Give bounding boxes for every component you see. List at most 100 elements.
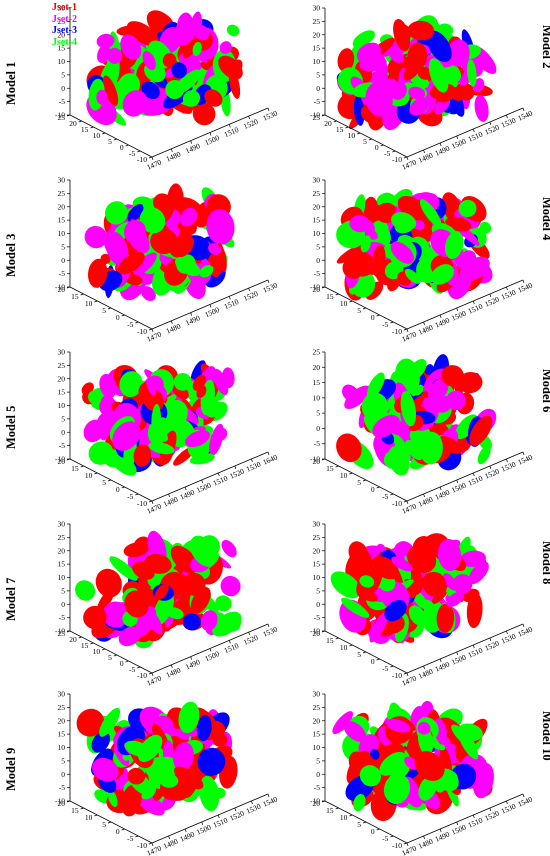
x-tick-label: 1510: [467, 816, 485, 830]
x-tick-mark: [267, 793, 270, 798]
z-tick-label: 10: [58, 743, 66, 752]
x-tick-mark: [439, 486, 442, 491]
z-tick-label: 0: [316, 84, 320, 93]
x-tick-label: 1500: [203, 133, 221, 147]
joint-disc: [173, 742, 194, 772]
joint-disc: [437, 539, 462, 571]
z-tick-label: 20: [313, 716, 321, 725]
joint-disc: [337, 48, 355, 72]
y-tick-label: 5: [102, 478, 106, 487]
x-tick-mark: [151, 328, 154, 333]
z-tick-label: 15: [313, 44, 321, 53]
y-tick-mark: [78, 636, 82, 639]
z-tick-label: 20: [313, 30, 321, 39]
z-tick-label: 15: [58, 44, 66, 53]
x-tick-mark: [168, 835, 170, 840]
x-tick-label: 1490: [184, 657, 202, 671]
y-tick-mark: [80, 465, 84, 468]
y-tick-label: 5: [108, 653, 112, 662]
joint-disc: [99, 707, 121, 737]
joint-disc: [408, 86, 426, 100]
joint-disc: [192, 102, 216, 126]
joint-disc: [174, 69, 201, 95]
x-tick-mark: [406, 156, 409, 161]
z-tick-label: -5: [59, 783, 65, 792]
plot3d: 302520151050-5-1020151050-5-101470148014…: [55, 176, 279, 344]
legend-item: Jset-4: [52, 36, 77, 48]
y-tick-mark: [121, 314, 125, 317]
z-tick-label: -5: [314, 269, 320, 278]
joint-disc: [87, 390, 101, 405]
joint-disc: [123, 219, 147, 244]
x-tick-mark: [248, 632, 250, 636]
y-tick-label: 20: [58, 799, 66, 808]
x-tick-label: 1530: [500, 632, 518, 646]
z-tick-label: 25: [313, 17, 321, 26]
joint-disc: [458, 199, 477, 218]
y-tick-label: 10: [93, 131, 101, 140]
z-tick-label: 25: [58, 703, 66, 712]
joint-disc: [385, 718, 411, 733]
z-tick-label: 30: [58, 690, 66, 699]
z-tick-label: 5: [61, 414, 65, 423]
plot3d: 302520151050-5-102520151050-5-1014701480…: [55, 4, 279, 172]
x-tick-mark: [229, 124, 231, 128]
joint-disc: [419, 431, 443, 465]
y-tick-label: 25: [58, 113, 66, 122]
y-tick-mark: [392, 150, 396, 153]
joint-disc: [100, 395, 116, 415]
z-tick-label: -10: [55, 627, 65, 636]
y-tick-label: 5: [102, 820, 106, 829]
joint-disc: [156, 428, 168, 442]
z-tick-label: 25: [58, 361, 66, 370]
joint-disc: [99, 373, 117, 398]
z-tick-label: 10: [58, 229, 66, 238]
joint-disc: [221, 367, 235, 389]
joint-disc: [365, 81, 393, 117]
z-tick-label: 5: [61, 586, 65, 595]
joint-disc: [182, 572, 206, 596]
model-label: Model 4: [540, 197, 550, 240]
joint-disc: [221, 539, 237, 558]
joint-disc: [336, 433, 362, 463]
z-tick-label: -10: [310, 455, 320, 464]
joint-disc: [358, 218, 375, 234]
y-tick-mark: [94, 300, 98, 303]
y-tick-label: 25: [58, 629, 66, 638]
x-tick-mark: [248, 288, 250, 292]
joint-disc: [467, 59, 477, 87]
joint-disc: [408, 605, 427, 626]
joint-disc: [88, 441, 114, 465]
y-tick-mark: [349, 472, 353, 475]
joint-disc: [390, 241, 414, 264]
y-tick-mark: [107, 307, 112, 310]
joint-disc: [422, 571, 447, 597]
z-tick-label: 0: [316, 256, 320, 265]
joint-cloud: [84, 183, 235, 302]
x-tick-mark: [472, 128, 475, 133]
joint-disc: [417, 721, 431, 735]
z-tick-label: 5: [316, 70, 320, 79]
joint-disc: [204, 89, 223, 107]
joint-disc: [474, 94, 489, 122]
joint-disc: [369, 610, 389, 643]
joint-disc: [451, 86, 465, 101]
y-tick-label: 0: [371, 657, 375, 666]
x-tick-mark: [423, 835, 425, 840]
y-tick-label: 15: [326, 806, 334, 815]
x-tick-mark: [406, 842, 409, 847]
x-tick-label: 1490: [184, 313, 202, 327]
z-tick-label: 10: [313, 743, 321, 752]
x-axis-line: [406, 107, 524, 158]
joint-disc: [228, 68, 241, 99]
joint-disc: [208, 243, 222, 255]
x-tick-label: 1490: [434, 660, 452, 674]
y-tick-mark: [390, 321, 394, 324]
y-tick-mark: [321, 114, 326, 117]
panel-model-1: 30 25 20 15 10 5 0 -5 -10 25 20 15 10 5 0 -5 -10 1470 1480…: [12, 0, 287, 172]
y-tick-mark: [148, 672, 153, 675]
joint-disc: [146, 378, 157, 396]
joint-disc: [121, 784, 142, 817]
y-tick-label: -10: [392, 841, 402, 850]
